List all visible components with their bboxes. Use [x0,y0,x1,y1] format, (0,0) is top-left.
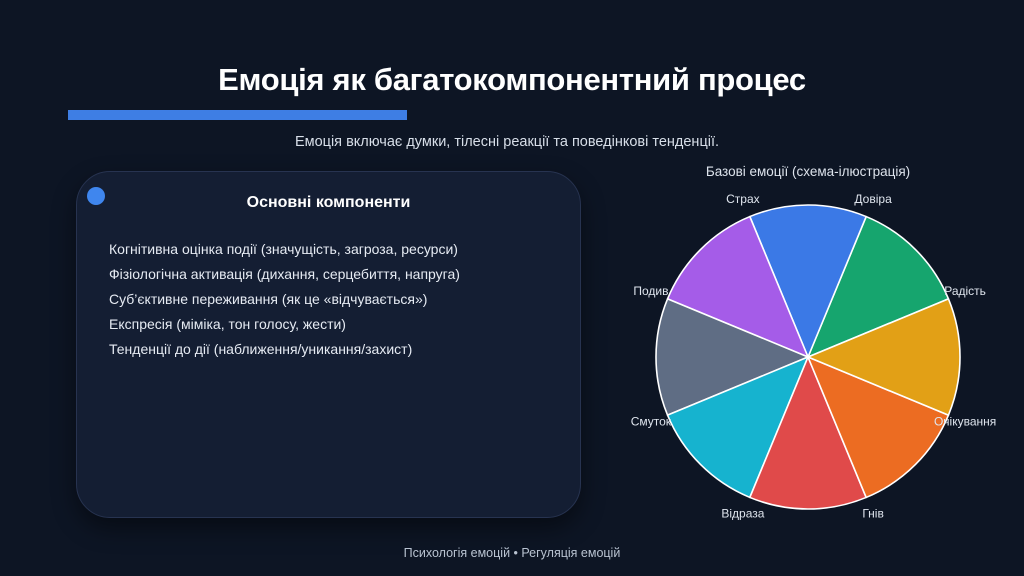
pie-chart: Радість Довіра Страх Подив Смуток Відраза Гнів… [608,157,1008,557]
component-item: Суб’єктивне переживання (як це «відчуває… [109,291,428,307]
chart-title: Базові емоції (схема-ілюстрація) [705,164,911,179]
component-item: Тенденції до дії (наближення/уникання/за… [109,341,413,357]
component-item: Експресія (міміка, тон голосу, жести) [109,316,346,332]
pie-label: Відраза [721,506,764,520]
component-item: Когнітивна оцінка події (значущість, заг… [109,241,458,257]
footer-text: Психологія емоцій • Регуляція емоцій [403,546,621,560]
pie-slice [655,298,809,416]
component-item: Фізіологічна активація (дихання, серцеби… [109,266,460,282]
pie-label: Гнів [862,506,884,520]
pie-label: Страх [726,192,760,206]
pie-chart-svg: Радість Довіра Страх Подив Смуток Відраза Гнів… [631,192,997,520]
pie-slice [666,356,809,499]
pie-slice [749,204,867,358]
card-accent-dot [87,187,105,205]
slide-title: Емоція як багатокомпонентний процес [218,62,806,97]
card-body: Когнітивна оцінка події (значущість, заг… [109,237,559,362]
pie-slice [807,298,961,416]
accent-bar [68,110,407,120]
components-card: Основні компоненти Когнітивна оцінка под… [76,171,581,518]
card-title: Основні компоненти [246,194,411,211]
pie-slice [749,356,867,510]
pie-label: Радість [944,284,986,298]
slide-subtitle: Емоція включає думки, тілесні реакції та… [294,134,720,150]
pie-label: Подив [633,284,668,298]
pie-label: Смуток [631,414,672,428]
pie-label: Очікування [934,414,996,428]
pie-slice [807,356,950,499]
pie-slice [807,215,950,358]
pie-slice [666,215,809,358]
pie-label: Довіра [854,192,892,206]
